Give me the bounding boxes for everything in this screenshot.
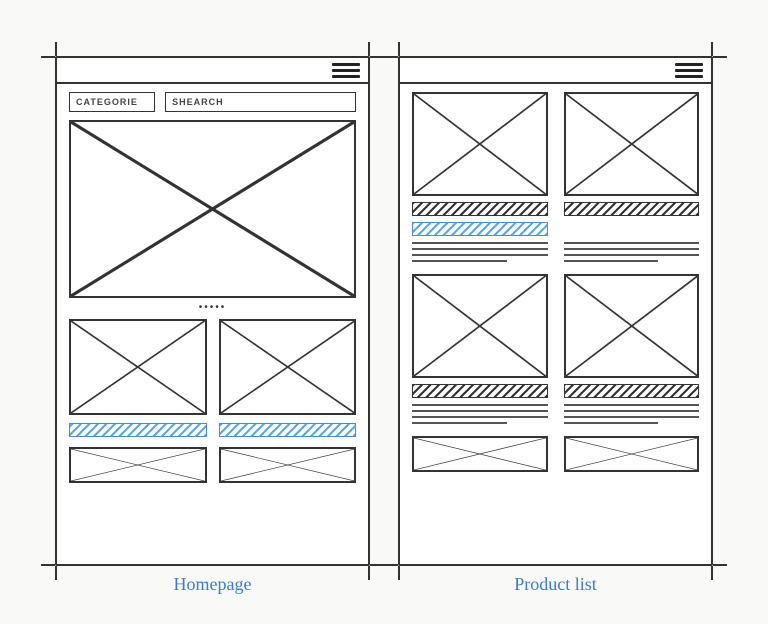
- page-productlist: Product list: [398, 56, 713, 595]
- page-homepage: CATEGORIE SHEARCH •••••: [55, 56, 370, 595]
- feature-image-2[interactable]: [219, 319, 357, 415]
- frame-productlist: [398, 56, 713, 566]
- hamburger-icon[interactable]: [675, 63, 703, 78]
- feature-bar-1[interactable]: [69, 423, 207, 437]
- peek-image-1[interactable]: [69, 447, 207, 483]
- product-title-bar: [564, 384, 700, 398]
- carousel-pager[interactable]: •••••: [69, 302, 356, 313]
- caption-homepage: Homepage: [55, 574, 370, 595]
- product-highlight-bar[interactable]: [412, 222, 548, 236]
- peek-image-1[interactable]: [412, 436, 548, 472]
- feature-image-1[interactable]: [69, 319, 207, 415]
- hero-image[interactable]: [69, 120, 356, 298]
- search-field[interactable]: SHEARCH: [165, 92, 356, 112]
- product-text: [564, 242, 700, 266]
- peek-image-2[interactable]: [564, 436, 700, 472]
- product-image[interactable]: [412, 92, 548, 196]
- caption-productlist: Product list: [398, 574, 713, 595]
- hamburger-icon[interactable]: [332, 63, 360, 78]
- product-title-bar: [412, 384, 548, 398]
- peek-image-2[interactable]: [219, 447, 357, 483]
- product-image[interactable]: [564, 92, 700, 196]
- topbar: [57, 58, 368, 84]
- product-title-bar: [564, 202, 700, 216]
- categories-field[interactable]: CATEGORIE: [69, 92, 155, 112]
- frame-homepage: CATEGORIE SHEARCH •••••: [55, 56, 370, 566]
- product-text: [564, 404, 700, 428]
- product-text: [412, 242, 548, 266]
- product-image[interactable]: [564, 274, 700, 378]
- product-title-bar: [412, 202, 548, 216]
- feature-bar-2[interactable]: [219, 423, 357, 437]
- topbar: [400, 58, 711, 84]
- product-text: [412, 404, 548, 428]
- product-image[interactable]: [412, 274, 548, 378]
